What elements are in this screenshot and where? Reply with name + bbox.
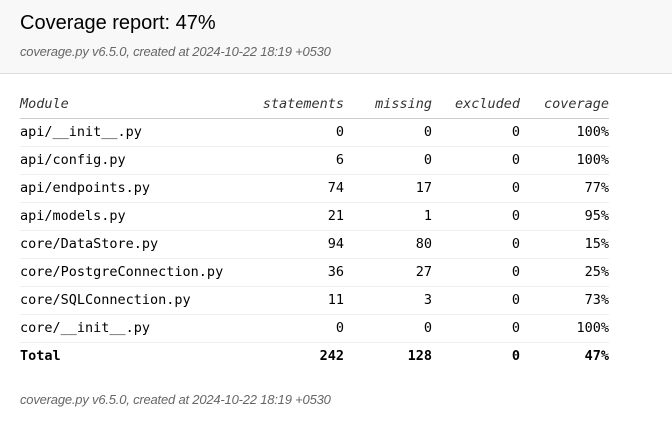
coverage-cell: 100% bbox=[520, 146, 609, 175]
statements-cell: 21 bbox=[236, 202, 344, 231]
table-header: Module statements missing excluded cover… bbox=[20, 90, 609, 119]
coverage-cell: 25% bbox=[520, 258, 609, 287]
module-link[interactable]: api/__init__.py bbox=[20, 118, 236, 147]
table-row: api/endpoints.py 74 17 0 77% bbox=[20, 174, 609, 203]
table-row: core/DataStore.py 94 80 0 15% bbox=[20, 230, 609, 259]
missing-cell: 0 bbox=[344, 314, 432, 343]
created-info: coverage.py v6.5.0, created at 2024-10-2… bbox=[20, 44, 331, 59]
total-excluded: 0 bbox=[432, 341, 520, 370]
missing-cell: 0 bbox=[344, 118, 432, 147]
column-header-coverage[interactable]: coverage bbox=[520, 90, 609, 119]
missing-cell: 27 bbox=[344, 258, 432, 287]
header-row: Module statements missing excluded cover… bbox=[20, 90, 609, 119]
total-missing: 128 bbox=[344, 341, 432, 370]
module-link[interactable]: core/SQLConnection.py bbox=[20, 286, 236, 315]
table-row: api/models.py 21 1 0 95% bbox=[20, 202, 609, 231]
excluded-cell: 0 bbox=[432, 258, 520, 287]
statements-cell: 11 bbox=[236, 286, 344, 315]
module-link[interactable]: api/config.py bbox=[20, 146, 236, 175]
excluded-cell: 0 bbox=[432, 314, 520, 343]
excluded-cell: 0 bbox=[432, 118, 520, 147]
missing-cell: 17 bbox=[344, 174, 432, 203]
statements-cell: 94 bbox=[236, 230, 344, 259]
report-header: Coverage report: 47% coverage.py v6.5.0,… bbox=[0, 0, 672, 74]
missing-cell: 80 bbox=[344, 230, 432, 259]
coverage-cell: 15% bbox=[520, 230, 609, 259]
table-body: api/__init__.py 0 0 0 100% api/config.py… bbox=[20, 118, 609, 343]
total-row: Total 242 128 0 47% bbox=[20, 341, 609, 370]
total-label: Total bbox=[20, 341, 236, 370]
total-coverage: 47% bbox=[520, 341, 609, 370]
table-row: api/__init__.py 0 0 0 100% bbox=[20, 118, 609, 147]
excluded-cell: 0 bbox=[432, 146, 520, 175]
coverage-cell: 100% bbox=[520, 314, 609, 343]
module-link[interactable]: core/__init__.py bbox=[20, 314, 236, 343]
table-footer: Total 242 128 0 47% bbox=[20, 341, 609, 370]
table-row: core/PostgreConnection.py 36 27 0 25% bbox=[20, 258, 609, 287]
coverage-cell: 77% bbox=[520, 174, 609, 203]
module-link[interactable]: api/models.py bbox=[20, 202, 236, 231]
coverage-cell: 73% bbox=[520, 286, 609, 315]
page-title: Coverage report: 47% bbox=[20, 12, 216, 34]
module-link[interactable]: core/PostgreConnection.py bbox=[20, 258, 236, 287]
column-header-missing[interactable]: missing bbox=[344, 90, 432, 119]
table-row: core/SQLConnection.py 11 3 0 73% bbox=[20, 286, 609, 315]
table-row: api/config.py 6 0 0 100% bbox=[20, 146, 609, 175]
total-statements: 242 bbox=[236, 341, 344, 370]
excluded-cell: 0 bbox=[432, 174, 520, 203]
column-header-excluded[interactable]: excluded bbox=[432, 90, 520, 119]
coverage-table: Module statements missing excluded cover… bbox=[20, 90, 609, 370]
statements-cell: 6 bbox=[236, 146, 344, 175]
statements-cell: 0 bbox=[236, 314, 344, 343]
statements-cell: 36 bbox=[236, 258, 344, 287]
excluded-cell: 0 bbox=[432, 202, 520, 231]
missing-cell: 3 bbox=[344, 286, 432, 315]
excluded-cell: 0 bbox=[432, 286, 520, 315]
table-row: core/__init__.py 0 0 0 100% bbox=[20, 314, 609, 343]
column-header-module[interactable]: Module bbox=[20, 90, 236, 119]
statements-cell: 0 bbox=[236, 118, 344, 147]
missing-cell: 0 bbox=[344, 146, 432, 175]
column-header-statements[interactable]: statements bbox=[236, 90, 344, 119]
module-link[interactable]: api/endpoints.py bbox=[20, 174, 236, 203]
statements-cell: 74 bbox=[236, 174, 344, 203]
coverage-cell: 100% bbox=[520, 118, 609, 147]
module-link[interactable]: core/DataStore.py bbox=[20, 230, 236, 259]
missing-cell: 1 bbox=[344, 202, 432, 231]
footer-created-info: coverage.py v6.5.0, created at 2024-10-2… bbox=[20, 392, 331, 407]
coverage-cell: 95% bbox=[520, 202, 609, 231]
excluded-cell: 0 bbox=[432, 230, 520, 259]
